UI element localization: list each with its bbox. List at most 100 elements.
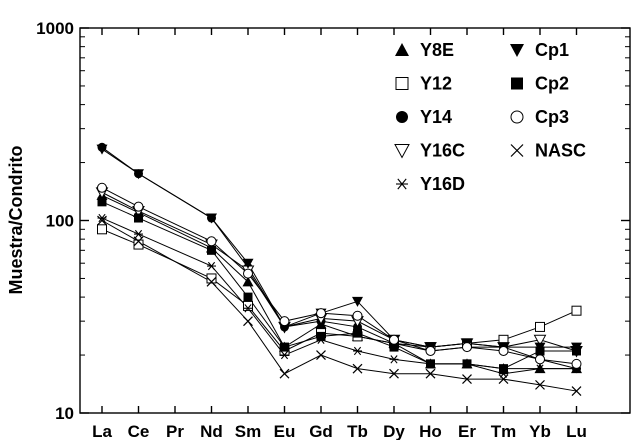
series-line-y16c [101,191,577,352]
legend-item-y14: Y14 [396,107,452,127]
marker-shape [352,296,363,307]
legend-item-cp1: Cp1 [510,40,569,60]
marker-shape [243,292,253,302]
x-tick-label: Nd [200,422,223,440]
data-point-cp2 [134,213,143,223]
y-axis-label: Muestra/Condrito [6,145,26,294]
x-tick-label: Er [458,422,476,440]
data-point-cp3 [206,236,217,247]
marker-shape [462,359,472,369]
marker-shape [425,345,436,356]
marker-stroke [243,316,253,327]
data-point-y16c [533,334,547,347]
data-point-cp2 [572,346,581,356]
marker-shape [206,273,217,284]
data-point-y12 [206,273,217,284]
marker-shape [96,144,108,155]
series-line-cp1 [101,148,577,348]
marker-shape [206,213,217,224]
x-tick-label: Yb [529,422,551,440]
marker-shape [133,239,144,250]
marker-shape [206,236,217,247]
marker-shape [535,321,545,332]
marker-shape [97,197,107,207]
data-point-nasc [279,368,290,379]
data-point-cp3 [133,201,144,212]
marker-stroke [206,276,217,287]
marker-shape [572,346,581,356]
legend-item-y16d: Y16D [396,174,465,194]
marker-shape [499,364,508,374]
data-point-nasc [352,363,363,374]
marker-stroke [353,346,362,356]
marker-stroke [98,213,106,223]
data-point-cp3 [535,354,545,365]
marker-shape [395,77,409,90]
legend-marker [394,144,410,159]
data-point-cp2 [353,328,362,338]
data-point-y16d [353,346,362,356]
data-point-y16d [389,355,399,364]
data-point-cp2 [97,197,107,207]
data-point-nasc [243,316,253,327]
data-point-cp1 [133,169,144,180]
marker-shape [242,258,254,269]
x-tick-label: La [92,422,112,440]
marker-shape [395,43,409,56]
data-point-cp3 [316,308,326,319]
marker-stroke [397,178,407,190]
legend-label: Y14 [420,107,452,127]
data-point-cp1 [96,144,108,155]
data-point-y8e [242,276,254,287]
marker-shape [280,342,289,352]
data-point-cp1 [352,296,363,307]
legend-label: NASC [535,141,586,161]
marker-shape [394,144,410,159]
marker-shape [535,346,545,356]
marker-stroke [390,355,398,364]
legend-label: Cp3 [535,107,569,127]
marker-stroke [279,368,290,379]
marker-shape [316,308,326,319]
marker-shape [535,354,545,365]
marker-shape [511,77,523,90]
data-point-y12 [97,224,107,235]
legend-item-y12: Y12 [395,74,452,94]
data-point-y16d [243,304,253,313]
legend-label: Y16D [420,174,465,194]
data-point-y12 [133,239,144,250]
data-point-cp3 [279,316,290,327]
legend-marker [510,44,524,57]
series-line-y12 [101,228,577,352]
y-axis: 10 100 1000 [36,19,630,423]
legend: Y8E Y12 Y14 Y16C Y16D Cp1 Cp2 Cp3 NASC [394,40,586,194]
marker-shape [498,345,509,356]
marker-shape [510,110,524,124]
data-point-cp1 [242,258,254,269]
data-point-y12 [571,305,582,316]
legend-label: Y16C [420,141,465,161]
legend-marker [511,77,523,90]
marker-shape [279,316,290,327]
y-tick-label: 1000 [36,19,74,38]
data-point-cp3 [425,345,436,356]
marker-shape [571,305,582,316]
marker-stroke [316,350,326,360]
x-tick-label: Ce [128,422,150,440]
data-point-nasc [498,374,509,385]
marker-stroke [280,350,289,360]
marker-stroke [97,215,107,226]
legend-label: Y8E [420,40,454,60]
y-tick-label: 10 [55,404,74,423]
data-point-y16d [134,229,143,239]
marker-shape [243,268,253,279]
data-point-cp2 [316,331,326,341]
marker-stroke [352,363,363,374]
marker-stroke [510,144,524,157]
marker-stroke [133,236,144,247]
marker-shape [426,359,435,369]
data-point-cp1 [206,213,217,224]
marker-shape [134,213,143,223]
marker-shape [97,224,107,235]
data-point-cp2 [499,364,508,374]
